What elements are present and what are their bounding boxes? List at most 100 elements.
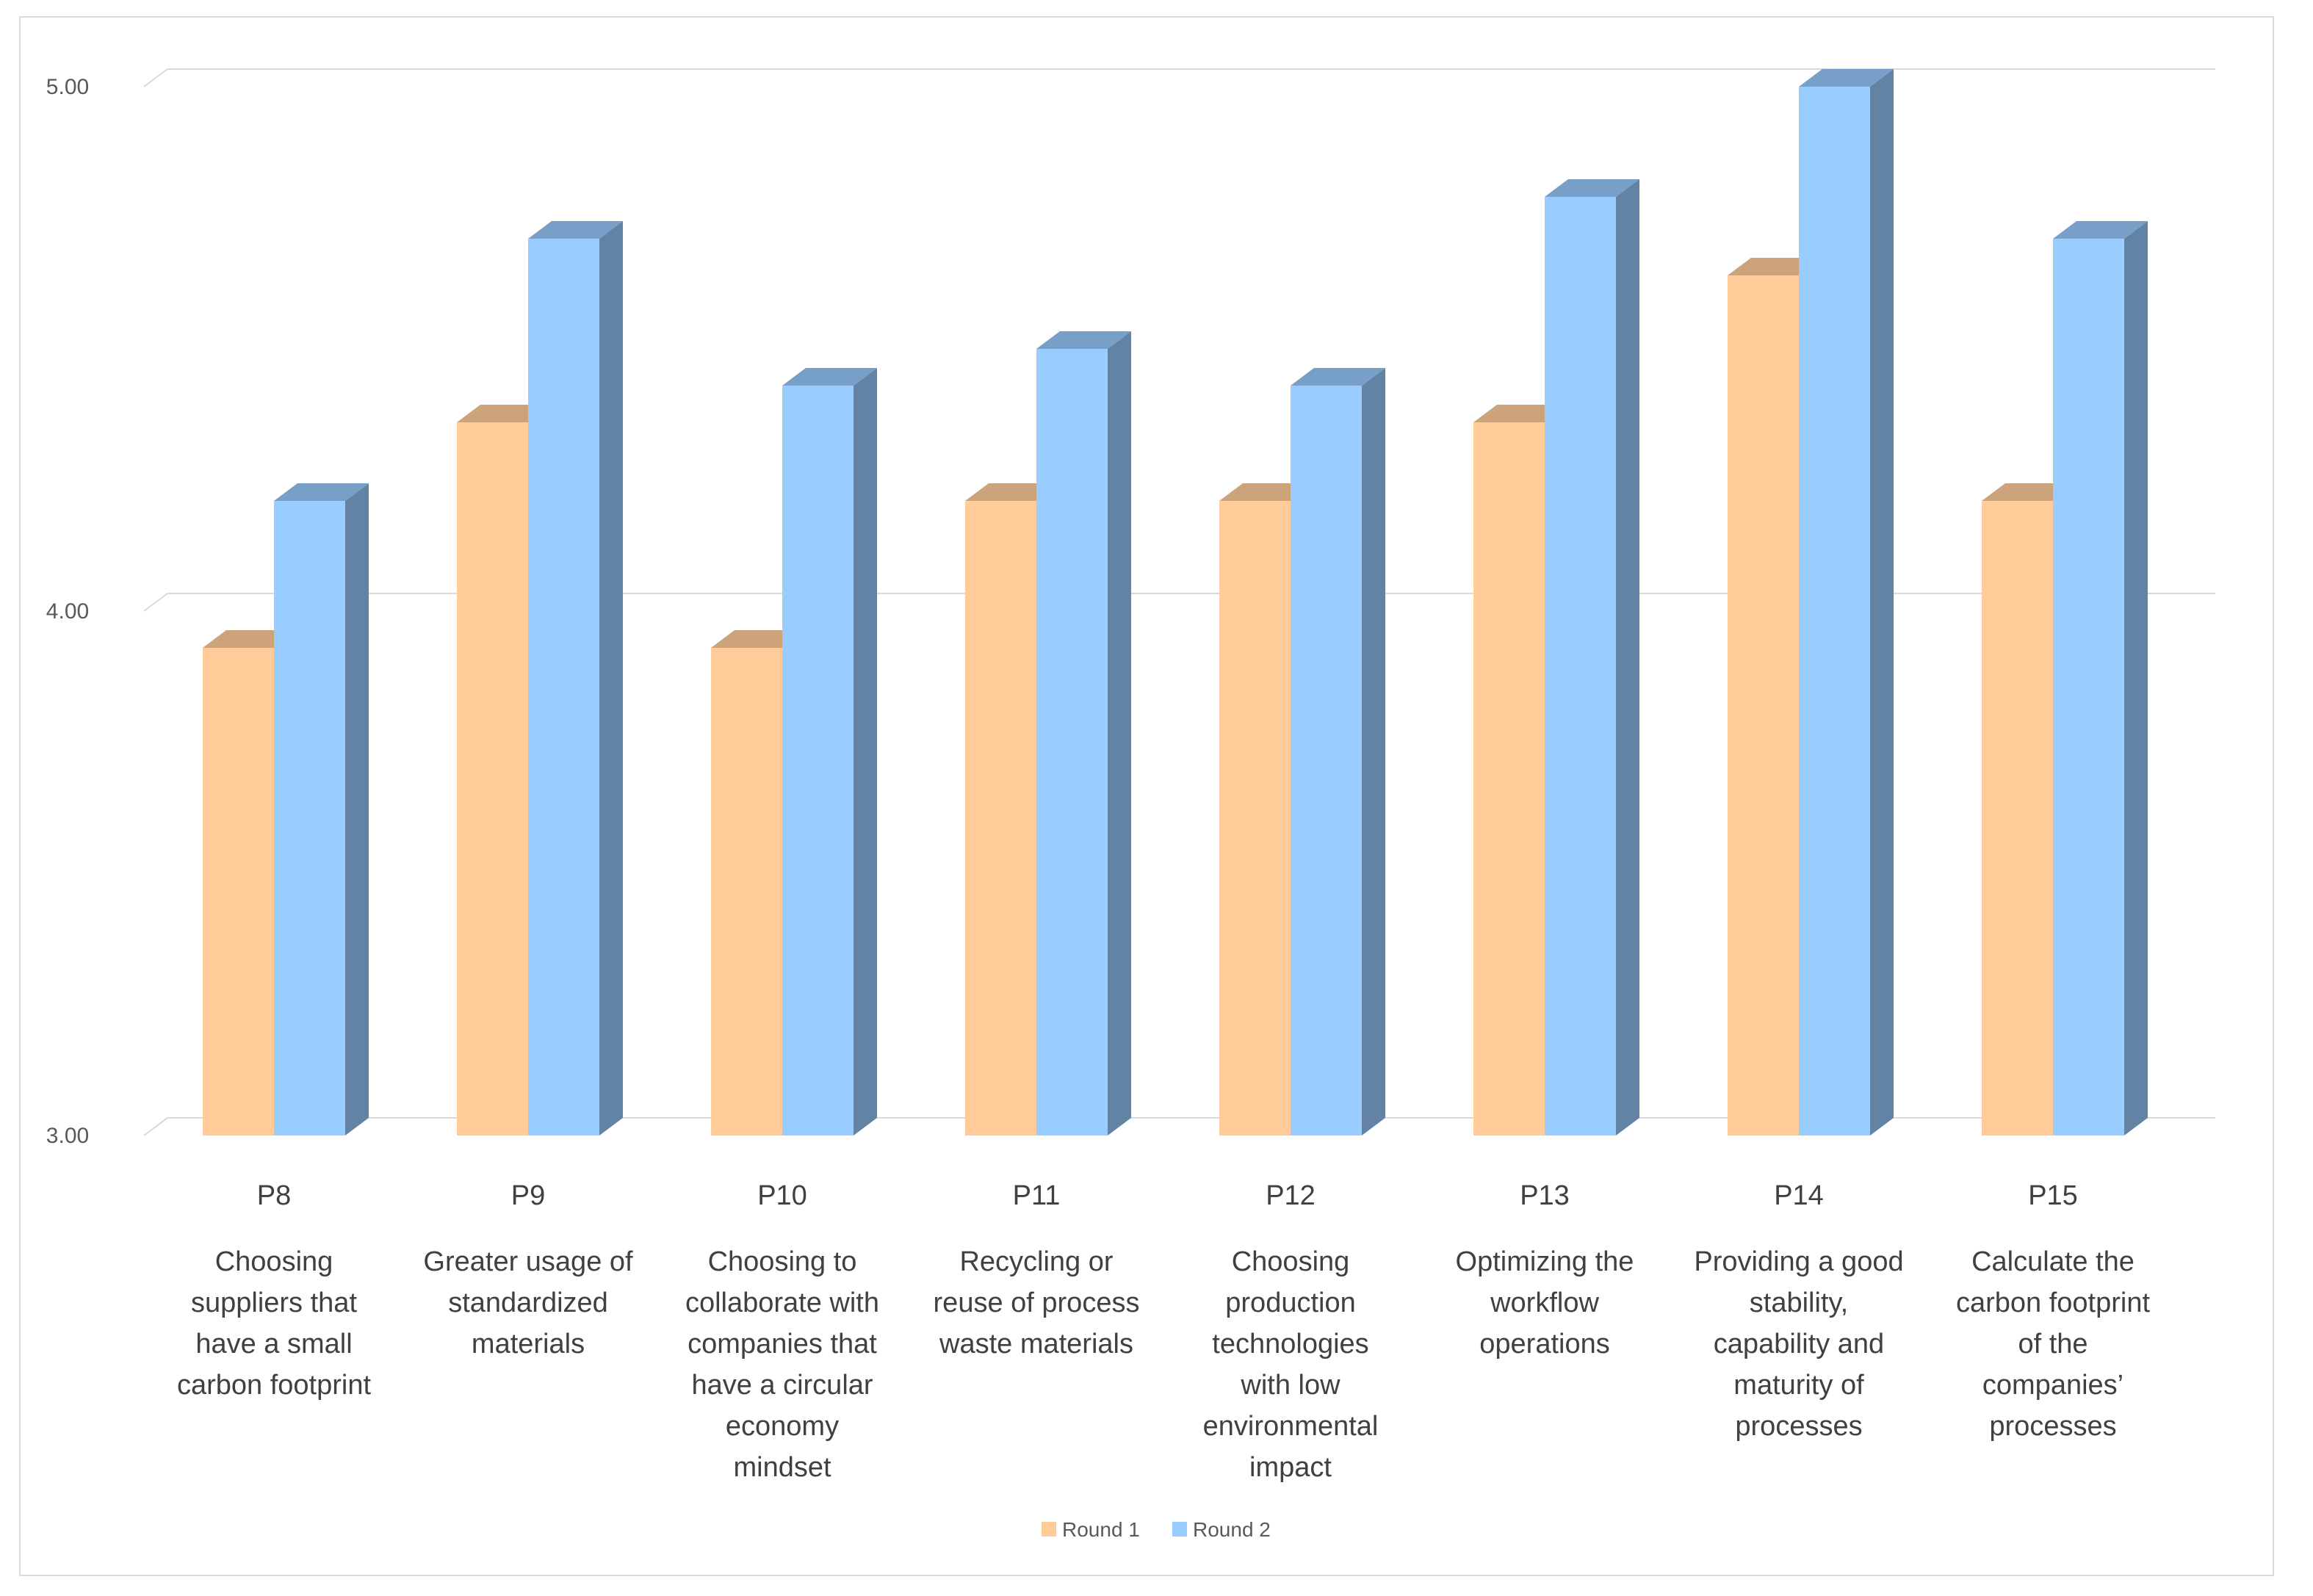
bar-top — [1545, 178, 1639, 197]
bar-top — [1219, 483, 1314, 502]
bar-front — [274, 501, 345, 1135]
category-description-line: Choosing — [1232, 1246, 1350, 1277]
category-description-line: processes — [1989, 1411, 2116, 1442]
bar-side — [1870, 69, 1894, 1135]
bar-front — [1473, 422, 1545, 1135]
category-description-line: with low — [1240, 1370, 1340, 1401]
bar-front — [965, 501, 1036, 1135]
bar-P13-round-2 — [1545, 178, 1639, 1136]
category-description-P14: Providing a good stability, capability and… — [1694, 1246, 1903, 1442]
category-description-line: economy — [726, 1411, 839, 1442]
category-label-P10: P10 — [757, 1180, 807, 1211]
bar-top — [1728, 258, 1822, 276]
gridline-depth — [143, 593, 168, 612]
category-description-line: technologies — [1212, 1329, 1368, 1360]
category-label-P14: P14 — [1774, 1180, 1824, 1211]
bar-P11-round-2 — [1036, 331, 1131, 1135]
gridline-depth — [143, 68, 168, 87]
bar-front — [1036, 349, 1108, 1135]
bar-top — [1291, 367, 1385, 386]
bar-top — [274, 483, 369, 502]
category-description-line: of the — [2018, 1329, 2088, 1360]
category-description-P13: Optimizing the workflow operations — [1456, 1246, 1634, 1360]
category-description-line: Choosing — [215, 1246, 333, 1277]
bar-side — [1616, 178, 1639, 1136]
gridlines — [143, 68, 2215, 1136]
category-description-line: companies that — [688, 1329, 877, 1360]
legend-swatch-1 — [1042, 1522, 1056, 1537]
bar-top — [711, 629, 806, 648]
bar-P10-round-2 — [782, 367, 877, 1136]
bar-P15-round-2 — [2053, 221, 2148, 1135]
category-description-line: materials — [472, 1329, 585, 1360]
category-description-line: impact — [1249, 1452, 1332, 1483]
category-description-line: have a circular — [691, 1370, 873, 1401]
category-description-P8: Choosing suppliers that have a small carbon… — [177, 1246, 371, 1401]
category-description-P12: Choosing production technologies with low en… — [1203, 1246, 1379, 1483]
bar-P14-round-2 — [1799, 69, 1894, 1135]
bar-top — [457, 404, 552, 422]
category-description-line: mindset — [733, 1452, 831, 1483]
bar-side — [854, 367, 877, 1136]
x-axis-labels: P8 Choosing suppliers that have a small carb… — [177, 1180, 2150, 1483]
category-description-line: workflow — [1490, 1288, 1599, 1318]
gridline-depth — [143, 1117, 168, 1136]
bar-front — [1799, 87, 1870, 1135]
bar-top — [1799, 69, 1894, 87]
bar-front — [1219, 501, 1291, 1135]
bar-top — [1982, 483, 2076, 502]
bar-front — [711, 647, 782, 1135]
bar-top — [1473, 404, 1568, 422]
bar-side — [345, 483, 369, 1135]
bar-side — [1362, 367, 1385, 1136]
bar-front — [457, 422, 528, 1135]
legend: Round 1 Round 2 — [1042, 1518, 1271, 1541]
y-tick-label: 3.00 — [46, 1124, 89, 1148]
legend-swatch-2 — [1172, 1522, 1187, 1537]
category-description-line: standardized — [448, 1288, 608, 1318]
category-label-P11: P11 — [1013, 1180, 1061, 1211]
bar-chart: 3.00 4.00 5.00 P8 Choosing suppliers that hav… — [46, 68, 2215, 1541]
category-description-line: Providing a good — [1694, 1246, 1903, 1277]
bar-side — [599, 221, 623, 1135]
category-label-P13: P13 — [1520, 1180, 1570, 1211]
bar-top — [203, 629, 297, 648]
category-description-line: environmental — [1203, 1411, 1379, 1442]
bar-P8-round-2 — [274, 483, 369, 1135]
category-label-P12: P12 — [1266, 1180, 1316, 1211]
y-tick-label: 4.00 — [46, 599, 89, 624]
category-description-P9: Greater usage of standardized materials — [423, 1246, 633, 1360]
bar-front — [203, 647, 274, 1135]
y-axis-ticks: 3.00 4.00 5.00 — [46, 75, 89, 1148]
bar-top — [2053, 221, 2148, 239]
category-description-line: maturity of — [1733, 1370, 1864, 1401]
category-description-line: carbon footprint — [1956, 1288, 2150, 1318]
category-description-line: companies’ — [1982, 1370, 2123, 1401]
bar-top — [965, 483, 1060, 502]
category-description-line: operations — [1479, 1329, 1609, 1360]
category-description-P11: Recycling or reuse of process waste materi… — [934, 1246, 1140, 1360]
category-description-line: Greater usage of — [423, 1246, 633, 1277]
category-description-line: suppliers that — [191, 1288, 357, 1318]
category-description-line: Calculate the — [1971, 1246, 2135, 1277]
category-description-P15: Calculate the carbon footprint of the compa… — [1956, 1246, 2150, 1442]
category-description-line: production — [1225, 1288, 1355, 1318]
bar-front — [1545, 196, 1616, 1136]
category-description-P10: Choosing to collaborate with companies tha… — [685, 1246, 879, 1483]
category-label-P8: P8 — [257, 1180, 291, 1211]
legend-label-1: Round 1 — [1062, 1518, 1140, 1541]
bar-front — [1982, 501, 2053, 1135]
category-label-P9: P9 — [511, 1180, 545, 1211]
bar-side — [1108, 331, 1131, 1135]
category-description-line: Recycling or — [959, 1246, 1113, 1277]
category-description-line: Optimizing the — [1456, 1246, 1634, 1277]
bar-front — [782, 385, 854, 1135]
category-description-line: collaborate with — [685, 1288, 879, 1318]
bars — [203, 69, 2148, 1136]
chart-frame: 3.00 4.00 5.00 P8 Choosing suppliers that hav… — [19, 16, 2274, 1576]
bar-P12-round-2 — [1291, 367, 1385, 1136]
category-label-P15: P15 — [2028, 1180, 2078, 1211]
category-description-line: stability, — [1750, 1288, 1848, 1318]
bar-P9-round-2 — [528, 221, 623, 1135]
bar-front — [528, 239, 599, 1135]
